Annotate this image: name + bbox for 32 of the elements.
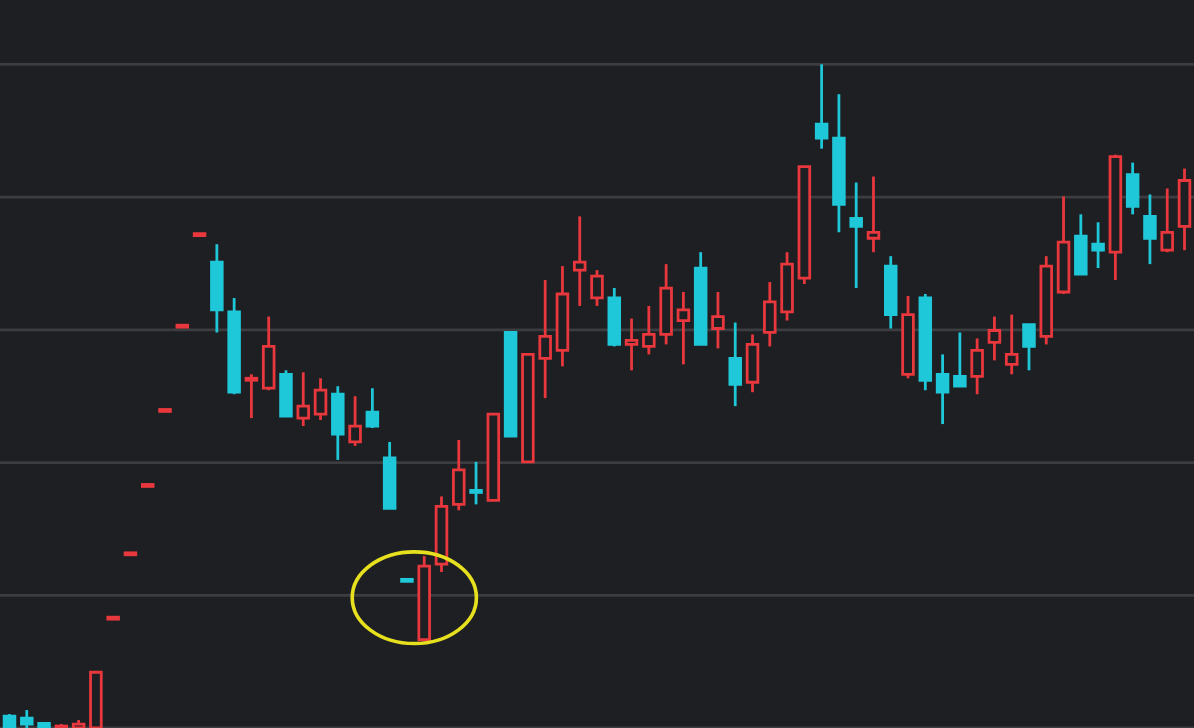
candlestick xyxy=(1022,323,1036,372)
candlestick xyxy=(452,438,466,512)
candlestick xyxy=(313,376,328,422)
candlestick xyxy=(244,372,259,420)
candlestick xyxy=(814,62,829,151)
candlestick xyxy=(469,460,483,506)
candlestick xyxy=(331,384,345,462)
candlestick xyxy=(1004,313,1019,376)
candlestick xyxy=(1160,187,1174,254)
candlestick xyxy=(296,370,310,428)
candlestick xyxy=(365,386,380,430)
candlestick xyxy=(970,337,984,396)
candlestick xyxy=(348,394,362,448)
candlestick xyxy=(624,317,639,372)
candlestick xyxy=(728,321,742,408)
candlestick xyxy=(987,315,1002,362)
candlestick xyxy=(1143,193,1157,266)
candlestick xyxy=(1125,161,1140,216)
candlestick xyxy=(711,290,725,350)
candlestick xyxy=(849,181,863,290)
candlestick xyxy=(261,315,276,392)
candlestick xyxy=(953,331,967,388)
candlestick xyxy=(590,268,604,308)
candlestick xyxy=(935,352,950,426)
candlestick xyxy=(1177,167,1192,252)
candlestick xyxy=(676,290,691,366)
candlestick xyxy=(866,175,881,254)
candlestick xyxy=(210,242,224,334)
candlestick xyxy=(279,368,293,418)
candlestick xyxy=(607,286,622,348)
candlestick xyxy=(572,214,587,308)
candlestick xyxy=(745,333,760,394)
